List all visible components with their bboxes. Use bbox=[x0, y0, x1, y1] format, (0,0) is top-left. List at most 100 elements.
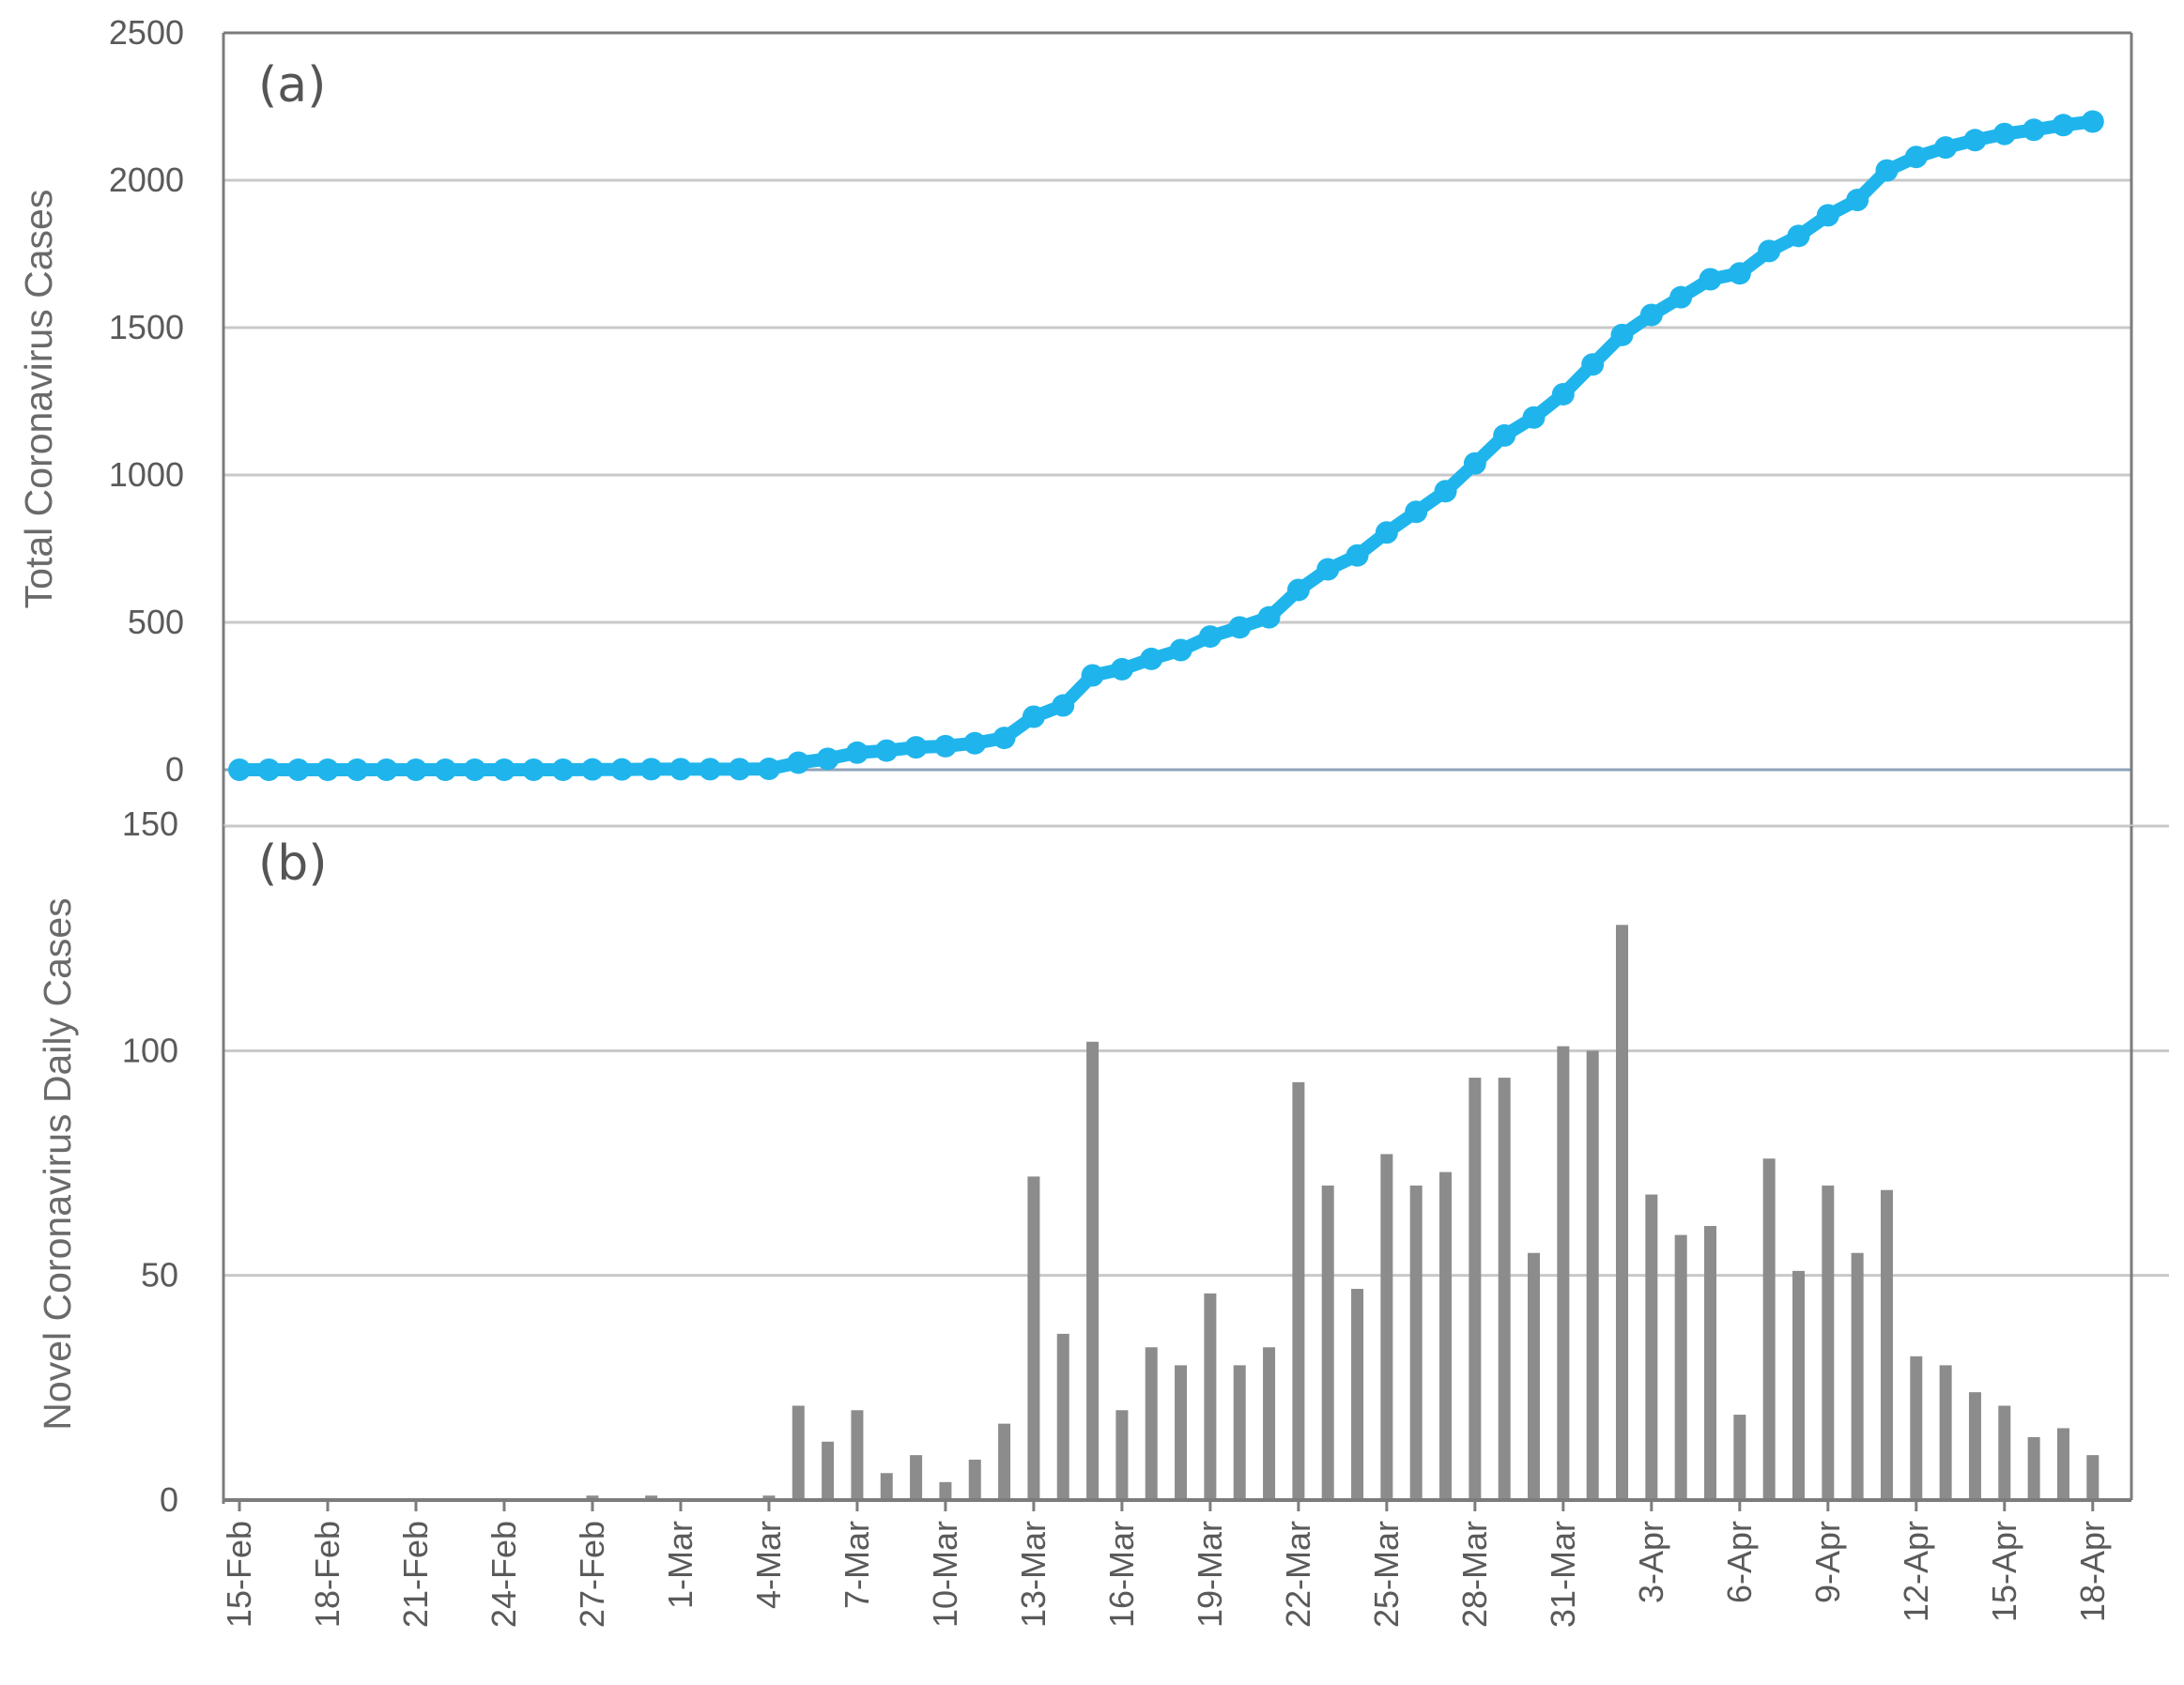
panel-a-data-point bbox=[1316, 558, 1340, 581]
panel-a-data-point bbox=[699, 758, 722, 781]
panel-b-bar bbox=[792, 1405, 805, 1500]
panel-a-y-tick-label: 2500 bbox=[109, 13, 184, 52]
panel-a-data-point bbox=[1522, 406, 1546, 429]
panel-a-data-point bbox=[522, 758, 546, 781]
panel-a-data-point bbox=[228, 758, 251, 781]
panel-a-data-point bbox=[1110, 657, 1133, 681]
panel-a-tag: (a) bbox=[258, 57, 326, 114]
panel-a-gridlines bbox=[223, 178, 2131, 772]
panel-b-gridlines bbox=[223, 1049, 2169, 1278]
panel-a-data-point bbox=[1934, 136, 1958, 160]
panel-b-x-tick-label: 31-Mar bbox=[1544, 1521, 1582, 1628]
panel-a-data-point bbox=[1493, 423, 1516, 447]
panel-b-bar bbox=[1557, 1046, 1570, 1500]
panel-b-bar bbox=[1822, 1185, 1835, 1500]
panel-b-bar bbox=[910, 1455, 923, 1500]
panel-a-data-point bbox=[757, 758, 780, 781]
panel-a-data-point bbox=[904, 736, 928, 759]
panel-b-x-tick-label: 25-Mar bbox=[1367, 1521, 1406, 1628]
panel-a-y-tick-label: 2000 bbox=[109, 161, 184, 199]
panel-a-data-point bbox=[1081, 664, 1104, 687]
panel-a-data-point bbox=[1140, 647, 1163, 670]
panel-a-data-point bbox=[1581, 353, 1605, 376]
panel-a-data-point bbox=[1699, 268, 1722, 291]
panel-a-data-point bbox=[257, 758, 281, 781]
panel-b-bar bbox=[998, 1423, 1011, 1500]
panel-b-x-tick-label: 15-Apr bbox=[1985, 1521, 2023, 1622]
panel-b-x-tick-label: 28-Mar bbox=[1455, 1521, 1494, 1628]
panel-a-y-axis-label: Total Coronavirus Cases bbox=[17, 190, 60, 609]
panel-b-y-tick-label: 100 bbox=[122, 1031, 178, 1069]
panel-b-tag: (b) bbox=[258, 835, 328, 892]
panel-b-x-tick-label: 12-Apr bbox=[1897, 1521, 1935, 1622]
panel-b-bar bbox=[1998, 1405, 2011, 1500]
panel-a-data-point bbox=[1846, 189, 1869, 212]
panel-b-bar bbox=[1674, 1234, 1687, 1500]
panel-a-data-point bbox=[2023, 118, 2046, 142]
panel-a-data-point bbox=[286, 758, 310, 781]
panel-a-data-point bbox=[610, 758, 634, 781]
panel-a-data-point bbox=[963, 731, 987, 755]
panel-a-y-tick-label: 1000 bbox=[109, 455, 184, 494]
panel-b-bar bbox=[2056, 1428, 2069, 1500]
panel-b-bar bbox=[1469, 1078, 1482, 1500]
panel-b-x-tick-label: 4-Mar bbox=[749, 1521, 788, 1609]
panel-b-x-tick-label: 6-Apr bbox=[1720, 1521, 1759, 1603]
panel-a-data-point bbox=[1405, 500, 1428, 524]
panel-a-y-tick-label: 0 bbox=[165, 750, 184, 789]
panel-a-data-point bbox=[1787, 224, 1810, 248]
panel-b-x-tick-label: 19-Mar bbox=[1191, 1521, 1229, 1628]
panel-a-data-point bbox=[669, 758, 692, 781]
panel-b-bar bbox=[1175, 1365, 1188, 1500]
panel-a-data-point bbox=[1257, 605, 1281, 629]
panel-a-data-point bbox=[1728, 262, 1751, 285]
panel-b-bar bbox=[1851, 1252, 1864, 1500]
panel-b-bar bbox=[1880, 1189, 1893, 1500]
panel-b-bar bbox=[1704, 1226, 1716, 1500]
panel-a-data-point bbox=[1286, 578, 1310, 602]
panel-b-x-tick-label: 3-Apr bbox=[1632, 1521, 1670, 1603]
panel-a-data-point bbox=[1169, 638, 1192, 662]
panel-b-x-tick-label: 10-Mar bbox=[926, 1521, 964, 1628]
panel-b-bar bbox=[1616, 925, 1629, 1500]
panel-a-data-point bbox=[463, 758, 486, 781]
panel-a-data-point bbox=[728, 758, 751, 781]
panel-b-x-tick-label: 27-Feb bbox=[573, 1521, 611, 1628]
panel-a-data-point bbox=[2052, 114, 2075, 137]
panel-b-y-tick-label: 50 bbox=[141, 1256, 178, 1294]
panel-b-x-tick-label: 7-Mar bbox=[838, 1521, 876, 1609]
panel-b-bar bbox=[1292, 1081, 1305, 1500]
panel-b-bar bbox=[645, 1495, 658, 1500]
panel-a-data-point bbox=[933, 734, 957, 758]
panel-b-bar bbox=[1351, 1289, 1364, 1500]
panel-a-data-point bbox=[639, 758, 663, 781]
panel-a-data-point bbox=[1551, 382, 1575, 406]
panel-b-x-tick-label: 1-Mar bbox=[661, 1521, 700, 1609]
panel-b-bar bbox=[851, 1410, 864, 1500]
panel-b-bar bbox=[1733, 1415, 1746, 1500]
panel-a-frame bbox=[222, 31, 2169, 828]
panel-a-data-point bbox=[315, 758, 339, 781]
panel-a-data-point bbox=[1463, 452, 1486, 475]
panel-b-x-tick-label: 9-Apr bbox=[1808, 1521, 1847, 1603]
panel-b-x-tick-labels: 15-Feb 18-Feb 21-Feb 24-Feb 27-Feb 1-Mar 4-Mar… bbox=[220, 1500, 2112, 1628]
panel-b-bars bbox=[586, 925, 2099, 1500]
panel-a-total-cases: 0 500 1000 1500 2000 2500 Total Coronavirus C… bbox=[17, 13, 2169, 828]
panel-a-data-point bbox=[1610, 323, 1634, 346]
panel-a-data-point bbox=[845, 741, 869, 764]
panel-b-bar bbox=[2086, 1455, 2099, 1500]
panel-b-x-tick-label: 13-Mar bbox=[1014, 1521, 1053, 1628]
panel-b-bar bbox=[1439, 1172, 1453, 1500]
panel-a-data-point bbox=[1758, 239, 1781, 263]
panel-a-y-tick-label: 1500 bbox=[109, 308, 184, 346]
panel-b-bar bbox=[880, 1473, 893, 1500]
panel-b-bar bbox=[1115, 1410, 1129, 1500]
panel-a-data-point bbox=[816, 747, 839, 771]
panel-b-bar bbox=[1528, 1252, 1541, 1500]
panel-a-data-point bbox=[434, 758, 457, 781]
panel-b-bar bbox=[1380, 1154, 1393, 1500]
panel-a-data-point bbox=[2081, 110, 2104, 133]
panel-a-data-point bbox=[1875, 159, 1899, 182]
